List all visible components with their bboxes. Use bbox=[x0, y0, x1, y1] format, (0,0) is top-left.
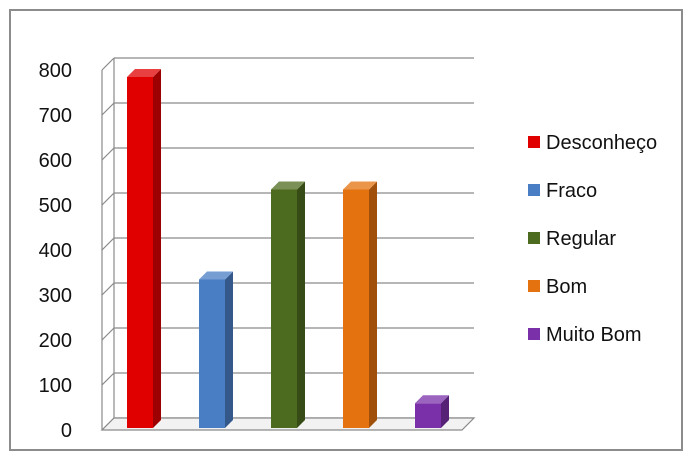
bar-front bbox=[343, 189, 369, 428]
bar-3 bbox=[343, 181, 377, 428]
side-wall-tick bbox=[101, 192, 115, 206]
bar-top bbox=[415, 395, 449, 404]
y-tick-label: 800 bbox=[39, 60, 72, 82]
y-tick-label: 100 bbox=[39, 375, 72, 397]
bar-front bbox=[199, 279, 225, 428]
legend-item: Desconheço bbox=[528, 132, 657, 154]
legend-swatch bbox=[528, 232, 540, 244]
legend-label: Muito Bom bbox=[546, 324, 642, 346]
bar-top bbox=[199, 271, 233, 280]
y-tick-label: 200 bbox=[39, 330, 72, 352]
legend-item: Fraco bbox=[528, 180, 597, 202]
bar-side bbox=[297, 181, 305, 428]
legend-label: Fraco bbox=[546, 180, 597, 202]
side-wall-tick bbox=[101, 102, 115, 116]
y-tick-label: 600 bbox=[39, 150, 72, 172]
side-wall-tick bbox=[101, 57, 115, 71]
bar-top bbox=[127, 69, 161, 77]
y-tick-labels: 0 100 200 300 400 500 600 700 800 bbox=[39, 60, 72, 442]
legend-swatch bbox=[528, 328, 540, 340]
side-wall-tick bbox=[101, 327, 115, 341]
bar-front bbox=[415, 403, 441, 428]
side-wall-tick bbox=[101, 282, 115, 296]
bars bbox=[127, 69, 449, 428]
legend-item: Muito Bom bbox=[528, 324, 642, 346]
side-wall-tick bbox=[101, 372, 115, 386]
bar-0 bbox=[127, 69, 161, 428]
bar-side bbox=[369, 181, 377, 428]
bar-side bbox=[225, 271, 233, 428]
y-tick-label: 0 bbox=[61, 420, 72, 442]
bar-4 bbox=[415, 395, 449, 428]
side-wall-tick bbox=[101, 147, 115, 161]
bar-top bbox=[343, 181, 377, 190]
bar-1 bbox=[199, 271, 233, 428]
legend-label: Bom bbox=[546, 276, 587, 298]
bar-front bbox=[271, 189, 297, 428]
bar-side bbox=[441, 395, 449, 428]
bar-side bbox=[153, 69, 161, 428]
legend-swatch bbox=[528, 280, 540, 292]
legend: Desconheço Fraco Regular Bom Muito Bom bbox=[528, 132, 657, 346]
y-tick-label: 500 bbox=[39, 195, 72, 217]
legend-item: Bom bbox=[528, 276, 587, 298]
side-wall-tick bbox=[101, 237, 115, 251]
legend-item: Regular bbox=[528, 228, 616, 250]
legend-label: Regular bbox=[546, 228, 616, 250]
y-tick-label: 400 bbox=[39, 240, 72, 262]
y-tick-label: 700 bbox=[39, 105, 72, 127]
bar-front bbox=[127, 77, 153, 428]
legend-swatch bbox=[528, 184, 540, 196]
legend-label: Desconheço bbox=[546, 132, 657, 154]
bar-2 bbox=[271, 181, 305, 428]
bar-top bbox=[271, 181, 305, 190]
y-tick-label: 300 bbox=[39, 285, 72, 307]
legend-swatch bbox=[528, 136, 540, 148]
